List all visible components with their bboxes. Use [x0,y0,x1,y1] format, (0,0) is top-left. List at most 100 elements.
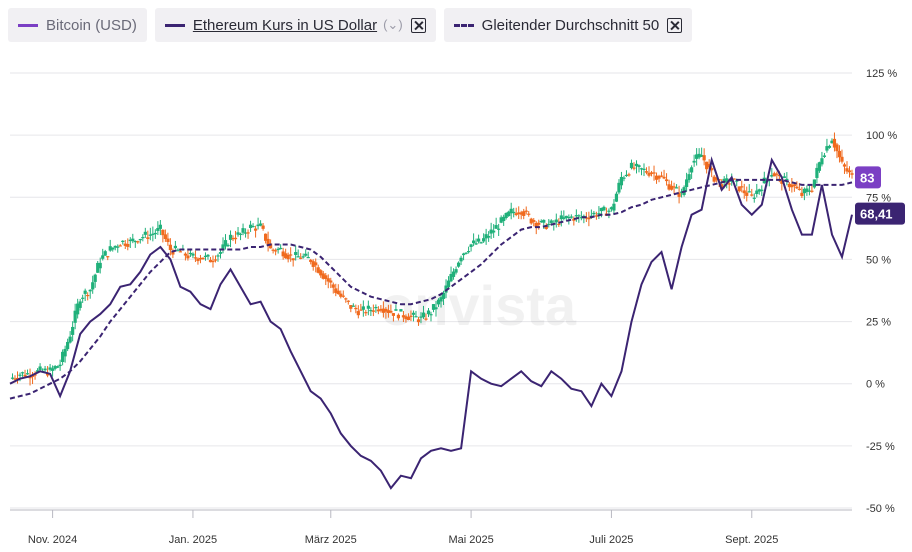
candle-body [351,305,355,307]
candle-body [805,188,809,192]
line-series-group [9,156,853,490]
candle-body [269,243,273,249]
candle-body [444,285,448,293]
x-axis: Nov. 2024 Jan. 2025 März 2025 Mai 2025 Juli … [10,509,852,546]
x-tick-label: Juli 2025 [589,534,633,546]
candle-body [131,238,135,242]
candle-body [629,162,634,169]
candle-body [166,238,170,243]
candle-body [248,224,253,229]
legend-item-ethereum[interactable]: Ethereum Kurs in US Dollar (⌄) [154,8,436,42]
candle-body [78,301,82,308]
candle-body [341,295,345,297]
legend-item-bitcoin[interactable]: Bitcoin (USD) [8,8,147,42]
candle-body [23,374,27,377]
candle-body [63,348,67,357]
chart-legend: Bitcoin (USD) Ethereum Kurs in US Dollar… [8,8,693,46]
candle-body [652,172,656,174]
candle-body [567,216,571,219]
candle-body [669,185,674,190]
candle-body [233,237,238,240]
candle-body [56,366,60,368]
candle-body [737,186,741,192]
candle-body [657,175,661,179]
candle-body [812,179,817,188]
candle-body [572,218,576,221]
candle-body [662,176,666,179]
candle-body [700,154,704,157]
candle-body [456,262,461,267]
y-tick-label: 125 % [866,68,897,80]
candle-body [93,274,97,282]
legend-ethereum-label[interactable]: Ethereum Kurs in US Dollar [192,16,378,34]
candle-body [411,312,416,315]
candle-body [306,257,310,259]
candle-body [188,252,193,255]
candle-body [725,178,729,182]
candle-body [198,257,203,260]
candle-body [845,168,849,172]
candle-body [118,245,122,247]
candle-body [389,310,393,313]
candle-body [446,280,451,288]
candle-body [712,176,716,182]
candle-body [522,211,526,216]
candle-body [602,206,606,211]
close-icon[interactable] [667,17,683,33]
candle-body [564,215,568,219]
candle-body [216,255,220,257]
candle-body [514,213,518,215]
candle-body [38,366,42,370]
candle-body [664,179,669,182]
candle-body [15,377,20,380]
legend-item-moving-average[interactable]: Gleitender Durchschnitt 50 [443,8,693,42]
x-tick-label: März 2025 [305,534,357,546]
candle-body [183,253,188,256]
candle-body [730,180,734,182]
candle-body [138,239,142,241]
chevron-down-icon[interactable]: (⌄) [383,17,403,32]
candle-body [238,233,243,235]
candle-body [349,305,353,309]
candle-body [685,179,689,188]
candle-body [772,173,776,177]
candle-body [559,215,563,220]
candle-body [695,154,699,159]
candle-body [667,184,671,190]
candle-body [53,366,57,369]
y-tick-label: 25 % [866,317,891,329]
candle-body [218,252,223,254]
candle-body [790,184,794,188]
candle-body [108,246,112,251]
candle-body [745,192,749,196]
candle-body [201,257,205,260]
candle-body [727,183,731,185]
candle-body [96,262,100,273]
dashed-line-swatch-icon [453,23,474,27]
candle-body [549,220,553,223]
close-icon[interactable] [410,17,426,33]
candle-body [88,289,92,292]
candle-body [529,218,533,224]
candle-body [301,256,305,258]
candle-body [835,144,839,152]
candle-body [281,251,285,257]
candle-body [178,251,183,253]
last-value-badge [855,166,881,189]
x-tick-label: Jan. 2025 [169,534,217,546]
candle-body [825,146,829,151]
candle-body [454,269,458,273]
legend-moving-average-label: Gleitender Durchschnitt 50 [481,16,660,34]
y-tick-label: 75 % [866,192,891,204]
candle-body [299,257,303,259]
candle-body [344,298,348,300]
candle-body [193,257,198,259]
candle-body [18,374,22,376]
candle-body [842,164,847,167]
candle-body [326,278,330,282]
candle-body [654,175,659,180]
candle-body [236,232,240,235]
candle-body [434,307,438,310]
candle-body [827,145,832,148]
